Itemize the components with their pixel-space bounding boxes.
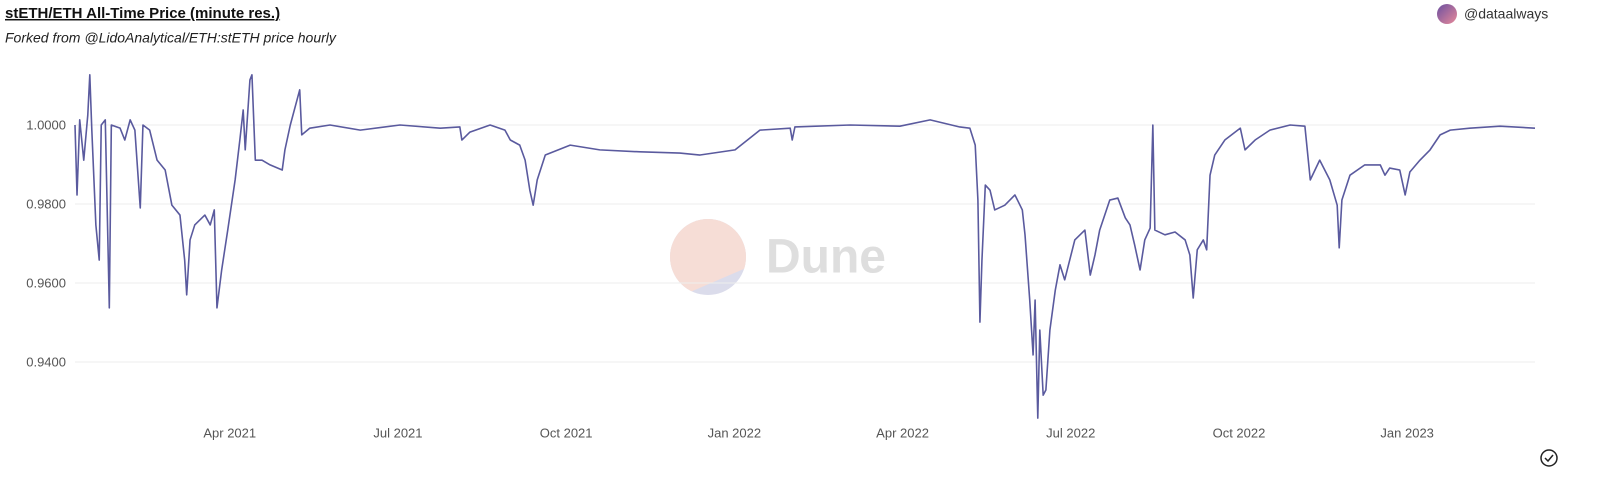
x-tick-label: Oct 2022 xyxy=(1213,425,1266,440)
author-avatar xyxy=(1437,4,1457,24)
y-tick-label: 0.9800 xyxy=(26,196,66,211)
author[interactable]: @dataalways xyxy=(1464,6,1548,22)
x-tick-label: Apr 2022 xyxy=(876,425,929,440)
plot-area: 0.9400 0.9600 0.9800 1.0000 Apr 2021 Jul 2021… xyxy=(26,74,1536,440)
x-tick-label: Jan 2022 xyxy=(708,425,762,440)
y-tick-label: 1.0000 xyxy=(26,117,66,132)
status-icon xyxy=(1540,449,1558,467)
x-tick-label: Apr 2021 xyxy=(203,425,256,440)
watermark-text: Dune xyxy=(766,231,886,284)
y-tick-label: 0.9600 xyxy=(26,275,66,290)
x-tick-label: Jul 2022 xyxy=(1046,425,1095,440)
watermark: Dune xyxy=(670,219,886,295)
chart-title: stETH/ETH All-Time Price (minute res.) xyxy=(5,5,280,22)
y-tick-label: 0.9400 xyxy=(26,354,66,369)
price-line xyxy=(74,74,1536,419)
chart-subtitle: Forked from @LidoAnalytical/ETH:stETH pr… xyxy=(5,30,337,46)
watermark-logo xyxy=(670,219,746,295)
x-tick-label: Oct 2021 xyxy=(540,425,593,440)
x-tick-label: Jul 2021 xyxy=(373,425,422,440)
x-tick-label: Jan 2023 xyxy=(1380,425,1434,440)
